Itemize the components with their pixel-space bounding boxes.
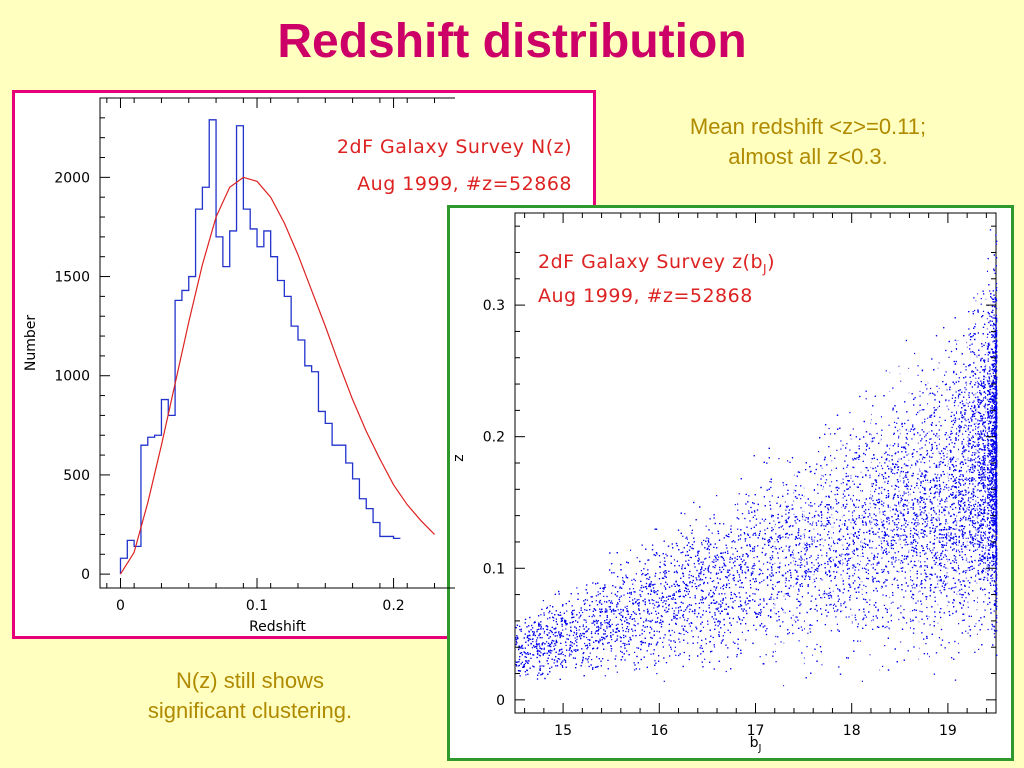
scatter-panel — [447, 205, 1014, 761]
slide-title: Redshift distribution — [277, 15, 747, 68]
